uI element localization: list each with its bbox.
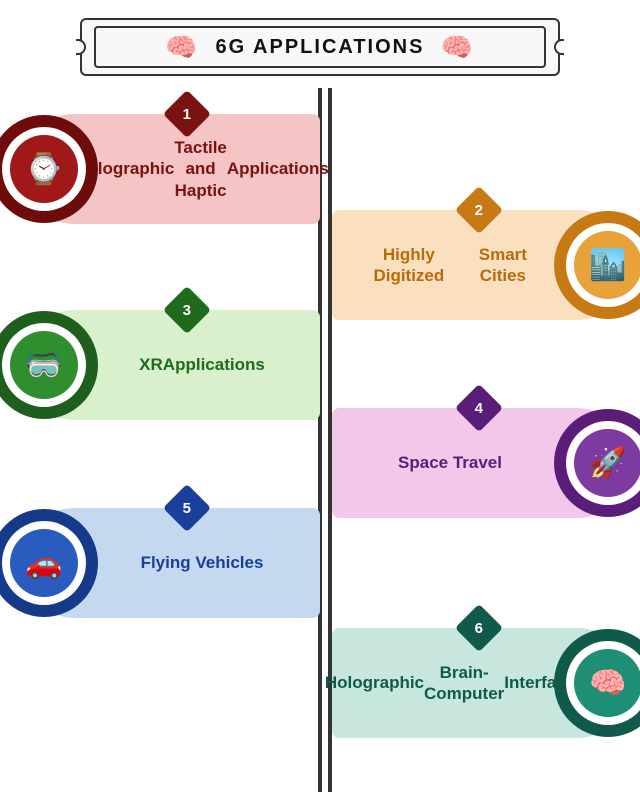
flying-car-icon: 🚗: [10, 529, 78, 597]
banner-notch-right: [554, 39, 564, 55]
title-text: 6G APPLICATIONS: [216, 36, 425, 59]
city-icon: 🏙️: [574, 231, 640, 299]
title-inner: 🧠 6G APPLICATIONS 🧠: [94, 26, 546, 68]
app-card-4: Space Travel🚀4: [332, 408, 632, 518]
number-label: 1: [183, 106, 191, 123]
app-card-5: Flying Vehicles🚗5: [20, 508, 320, 618]
wearable-icon: ⌚: [10, 135, 78, 203]
app-card-3: XRApplications🥽3: [20, 310, 320, 420]
vr-headset-icon: 🥽: [10, 331, 78, 399]
number-label: 5: [183, 500, 191, 517]
number-label: 2: [475, 202, 483, 219]
number-label: 3: [183, 302, 191, 319]
banner-notch-left: [76, 39, 86, 55]
number-label: 6: [475, 620, 483, 637]
brain-icon: 🧠: [574, 649, 640, 717]
brain-icon: 🧠: [165, 32, 199, 63]
app-card-1: HolographicTactile and HapticApplication…: [20, 114, 320, 224]
title-banner: 🧠 6G APPLICATIONS 🧠: [80, 18, 560, 76]
brain-icon: 🧠: [440, 32, 474, 63]
app-card-6: HolographicBrain-ComputerInterface🧠6: [332, 628, 632, 738]
rocket-icon: 🚀: [574, 429, 640, 497]
app-card-2: Highly DigitizedSmart Cities🏙️2: [332, 210, 632, 320]
number-label: 4: [475, 400, 483, 417]
